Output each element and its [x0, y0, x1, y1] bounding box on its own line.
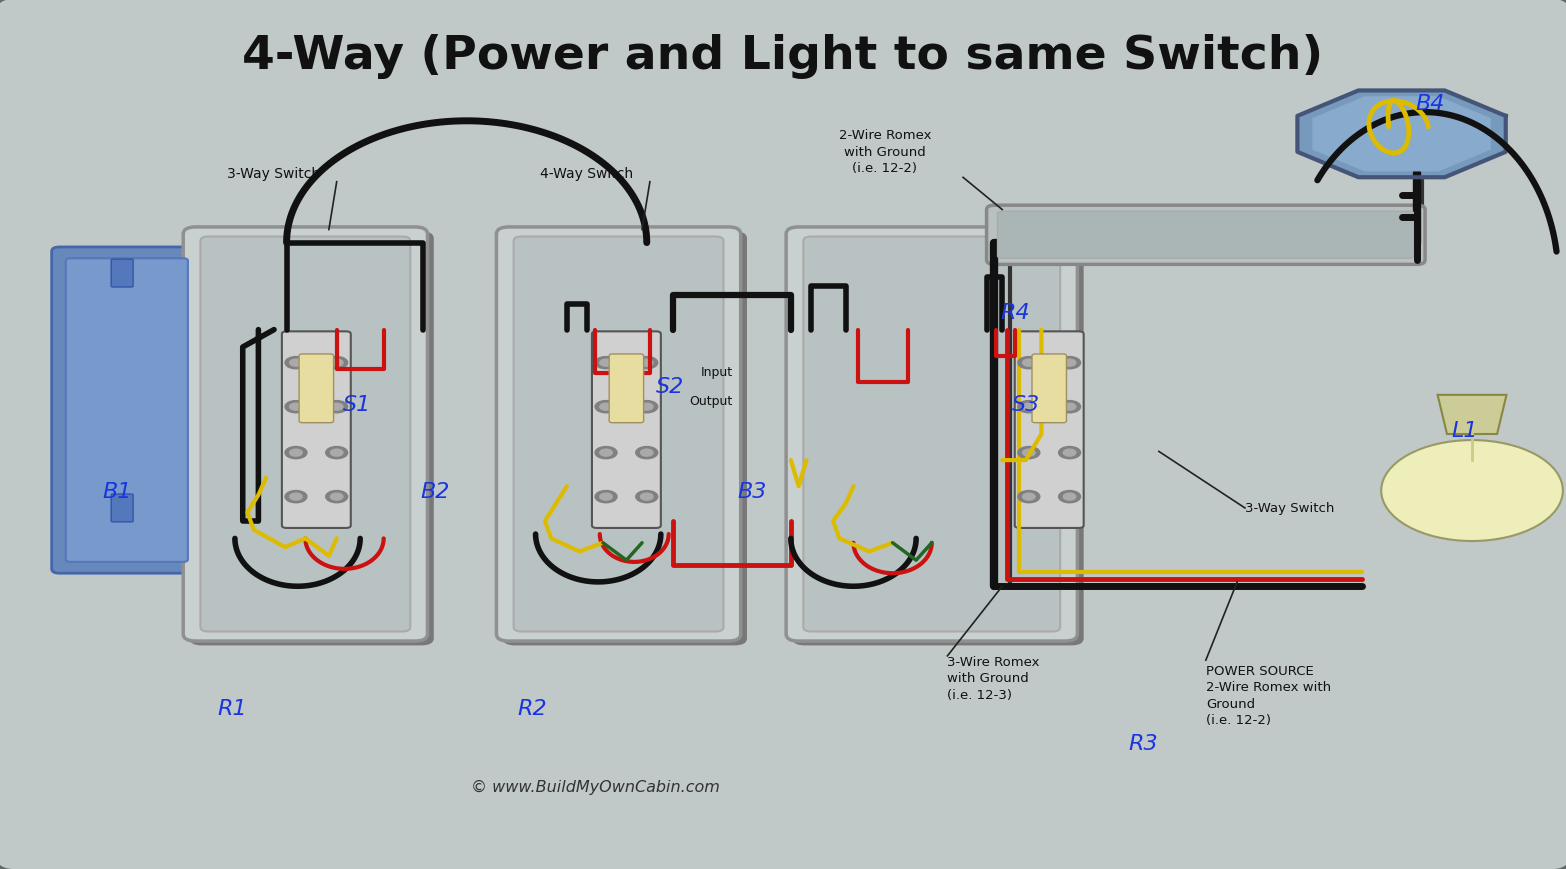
Text: 3-Wire Romex
with Ground
(i.e. 12-3): 3-Wire Romex with Ground (i.e. 12-3)	[947, 655, 1040, 700]
Text: S1: S1	[343, 395, 371, 414]
Circle shape	[290, 494, 302, 501]
FancyBboxPatch shape	[786, 228, 1077, 641]
Circle shape	[326, 447, 348, 459]
Circle shape	[595, 357, 617, 369]
Circle shape	[1063, 449, 1076, 456]
Text: Output: Output	[689, 395, 733, 408]
Text: R3: R3	[1129, 733, 1157, 753]
Text: 4-Way (Power and Light to same Switch): 4-Way (Power and Light to same Switch)	[243, 34, 1323, 79]
FancyBboxPatch shape	[183, 228, 428, 641]
FancyBboxPatch shape	[803, 237, 1060, 632]
Circle shape	[1023, 360, 1035, 367]
Circle shape	[285, 401, 307, 414]
Circle shape	[290, 360, 302, 367]
Circle shape	[636, 447, 658, 459]
FancyBboxPatch shape	[299, 355, 334, 423]
Text: 3-Way Switch: 3-Way Switch	[227, 167, 319, 181]
FancyBboxPatch shape	[592, 332, 661, 528]
Text: R2: R2	[518, 699, 547, 718]
Text: S3: S3	[1012, 395, 1040, 414]
FancyBboxPatch shape	[200, 237, 410, 632]
Circle shape	[1063, 494, 1076, 501]
Circle shape	[1059, 491, 1081, 503]
Circle shape	[330, 449, 343, 456]
Circle shape	[600, 404, 612, 411]
Text: © www.BuildMyOwnCabin.com: © www.BuildMyOwnCabin.com	[471, 779, 719, 794]
Circle shape	[595, 401, 617, 414]
FancyBboxPatch shape	[111, 494, 133, 522]
Circle shape	[326, 491, 348, 503]
Circle shape	[636, 357, 658, 369]
Polygon shape	[1438, 395, 1506, 434]
Circle shape	[595, 447, 617, 459]
Circle shape	[285, 447, 307, 459]
FancyBboxPatch shape	[66, 259, 188, 562]
Text: 4-Way Switch: 4-Way Switch	[540, 167, 633, 181]
Circle shape	[640, 360, 653, 367]
FancyBboxPatch shape	[282, 332, 351, 528]
Text: R1: R1	[218, 699, 246, 718]
FancyBboxPatch shape	[792, 232, 1084, 646]
Circle shape	[600, 449, 612, 456]
Text: Input: Input	[700, 366, 733, 378]
Circle shape	[1059, 357, 1081, 369]
Text: L1: L1	[1452, 421, 1477, 440]
Text: POWER SOURCE
2-Wire Romex with
Ground
(i.e. 12-2): POWER SOURCE 2-Wire Romex with Ground (i…	[1206, 664, 1331, 726]
Circle shape	[1381, 441, 1563, 541]
Text: 3-Way Switch: 3-Way Switch	[1245, 502, 1334, 514]
Circle shape	[290, 449, 302, 456]
Circle shape	[600, 494, 612, 501]
FancyBboxPatch shape	[1015, 332, 1084, 528]
Text: 2-Wire Romex
with Ground
(i.e. 12-2): 2-Wire Romex with Ground (i.e. 12-2)	[838, 129, 932, 175]
Circle shape	[285, 357, 307, 369]
Circle shape	[1018, 491, 1040, 503]
Circle shape	[1063, 360, 1076, 367]
Circle shape	[640, 449, 653, 456]
FancyBboxPatch shape	[987, 206, 1425, 265]
Circle shape	[1059, 401, 1081, 414]
FancyBboxPatch shape	[111, 260, 133, 288]
Circle shape	[600, 360, 612, 367]
FancyBboxPatch shape	[609, 355, 644, 423]
Circle shape	[330, 404, 343, 411]
Circle shape	[1023, 404, 1035, 411]
Circle shape	[1063, 404, 1076, 411]
Circle shape	[595, 491, 617, 503]
Circle shape	[1018, 401, 1040, 414]
FancyBboxPatch shape	[496, 228, 741, 641]
Text: B2: B2	[421, 481, 449, 501]
Polygon shape	[1297, 91, 1506, 178]
FancyBboxPatch shape	[503, 232, 747, 646]
Text: S2: S2	[656, 377, 684, 396]
Circle shape	[636, 401, 658, 414]
Circle shape	[330, 494, 343, 501]
Circle shape	[636, 491, 658, 503]
FancyBboxPatch shape	[514, 237, 723, 632]
Circle shape	[326, 401, 348, 414]
FancyBboxPatch shape	[998, 212, 1414, 259]
Circle shape	[1059, 447, 1081, 459]
Circle shape	[285, 491, 307, 503]
Circle shape	[326, 357, 348, 369]
Circle shape	[330, 360, 343, 367]
FancyBboxPatch shape	[52, 248, 200, 574]
Text: B1: B1	[103, 481, 132, 501]
Circle shape	[640, 404, 653, 411]
Circle shape	[1018, 447, 1040, 459]
Circle shape	[1023, 494, 1035, 501]
Circle shape	[290, 404, 302, 411]
Polygon shape	[1312, 98, 1491, 171]
FancyBboxPatch shape	[1032, 355, 1066, 423]
Circle shape	[1018, 357, 1040, 369]
Circle shape	[1023, 449, 1035, 456]
FancyBboxPatch shape	[189, 232, 434, 646]
Circle shape	[640, 494, 653, 501]
Text: R4: R4	[1001, 303, 1029, 322]
Text: B3: B3	[738, 481, 766, 501]
Text: B4: B4	[1416, 95, 1444, 114]
